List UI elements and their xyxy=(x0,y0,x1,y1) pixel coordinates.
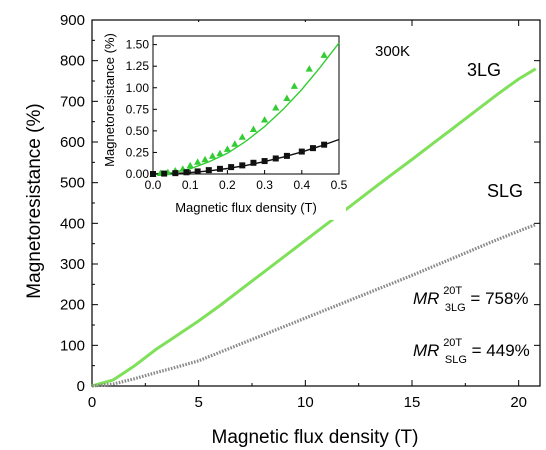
mr-slg-value: = 449% xyxy=(472,341,530,360)
inset-point-3lg xyxy=(290,82,298,89)
temperature-label: 300K xyxy=(375,43,410,60)
inset-point-3lg xyxy=(261,116,269,123)
y-tick-label: 900 xyxy=(60,12,85,29)
inset-x-tick-label: 0.3 xyxy=(256,178,273,192)
y-tick-label: 100 xyxy=(60,337,85,354)
inset-point-slg xyxy=(150,171,156,177)
mr-3lg-annotation: MR 20T 3LG = 758% xyxy=(413,279,529,315)
inset-background xyxy=(98,22,346,220)
inset-point-slg xyxy=(239,162,246,169)
y-tick-label: 300 xyxy=(60,256,85,273)
inset-point-slg xyxy=(309,145,316,152)
inset-point-slg xyxy=(250,159,257,166)
inset-y-tick-label: 0.50 xyxy=(126,124,150,138)
inset-y-tick-label: 1.25 xyxy=(126,59,150,73)
y-tick-label: 600 xyxy=(60,134,85,151)
y-tick-label: 700 xyxy=(60,93,85,110)
mr-slg-sup: 20T xyxy=(443,337,462,349)
inset-point-3lg xyxy=(208,152,217,159)
x-tick-label: 20 xyxy=(510,394,527,411)
inset-point-3lg xyxy=(223,145,231,152)
series-line-3lg xyxy=(91,67,537,388)
inset-point-slg xyxy=(183,169,190,176)
y-tick-label: 200 xyxy=(60,297,85,314)
inset-point-slg xyxy=(161,170,168,177)
inset-point-3lg xyxy=(201,155,209,163)
inset-point-3lg xyxy=(194,158,202,165)
x-tick-label: 0 xyxy=(88,394,96,411)
y-tick-label: 500 xyxy=(60,175,85,192)
inset-point-slg xyxy=(194,168,201,175)
inset-point-3lg xyxy=(231,140,239,147)
mr-slg-sub: SLG xyxy=(445,354,467,366)
inset-y-tick-label: 0.75 xyxy=(126,102,150,116)
inset-point-3lg xyxy=(249,125,258,133)
x-tick-label: 5 xyxy=(194,394,202,411)
inset-point-slg xyxy=(172,170,179,177)
inset-y-tick-label: 0.25 xyxy=(126,145,150,159)
y-tick-label: 0 xyxy=(77,378,85,395)
mr-3lg-sub: 3LG xyxy=(445,302,466,314)
mr-3lg-sup: 20T xyxy=(443,285,462,297)
inset-point-3lg xyxy=(186,161,194,169)
series-label-slg: SLG xyxy=(487,181,523,201)
inset-point-3lg xyxy=(216,149,224,157)
inset-x-tick-label: 0.2 xyxy=(219,178,236,192)
inset-point-slg xyxy=(321,141,328,148)
inset-point-slg xyxy=(228,164,235,171)
inset-x-tick-label: 0.1 xyxy=(182,178,199,192)
mr-3lg-value: = 758% xyxy=(470,289,528,308)
series-label-3lg: 3LG xyxy=(467,60,501,80)
mr-slg-annotation: MR 20T SLG = 449% xyxy=(413,331,530,367)
inset-point-slg xyxy=(298,148,305,155)
inset-x-tick-label: 0.0 xyxy=(145,178,162,192)
inset-x-tick-label: 0.5 xyxy=(331,178,348,192)
inset-x-axis-label: Magnetic flux density (T) xyxy=(175,200,317,215)
mr-3lg-var: MR xyxy=(413,289,439,308)
inset-point-slg xyxy=(283,152,290,159)
series-line-slg xyxy=(91,223,537,388)
inset-point-3lg xyxy=(320,51,328,58)
y-axis-label: Magnetoresistance (%) xyxy=(24,103,45,298)
inset-point-slg xyxy=(205,167,212,174)
y-tick-label: 400 xyxy=(60,215,85,232)
inset-point-slg xyxy=(216,165,223,172)
x-tick-label: 10 xyxy=(297,394,314,411)
inset-point-3lg xyxy=(305,65,313,72)
mr-slg-var: MR xyxy=(413,341,439,360)
inset-point-3lg xyxy=(283,94,291,101)
inset-y-tick-label: 1.50 xyxy=(126,38,150,52)
inset-y-axis-label: Magnetoresistance (%) xyxy=(102,33,117,167)
x-axis-label: Magnetic flux density (T) xyxy=(212,427,419,448)
inset-point-3lg xyxy=(238,133,246,140)
inset-frame xyxy=(152,35,340,175)
inset-y-tick-label: 1.00 xyxy=(126,81,150,95)
inset-point-slg xyxy=(261,158,268,165)
inset-y-tick-label: 0.00 xyxy=(126,167,150,181)
x-tick-label: 15 xyxy=(404,394,421,411)
inset-x-tick-label: 0.4 xyxy=(293,178,310,192)
inset-point-slg xyxy=(272,155,279,162)
y-tick-label: 800 xyxy=(60,53,85,70)
inset-point-3lg xyxy=(272,103,280,111)
